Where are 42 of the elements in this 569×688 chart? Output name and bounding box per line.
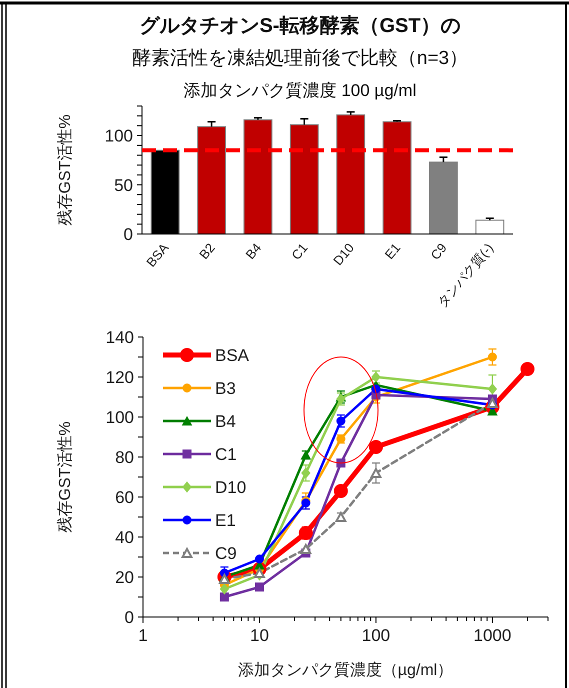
x-tick-label: C9 [428,240,450,263]
legend-label: B4 [215,412,236,431]
y-axis-title: 残存GST活性% [56,421,74,533]
bar [197,126,226,234]
y-tick-label: 20 [115,568,134,587]
x-tick-label: B2 [196,240,218,262]
y-tick-label: 0 [124,608,134,627]
y-tick-label: 0 [124,225,133,244]
y-tick-label: 60 [115,488,134,507]
bar [475,220,504,234]
x-tick-label: 1 [138,626,148,645]
text: 添加タンパク質濃度 100 µg/ml [184,81,416,100]
x-tick-label: D10 [330,240,357,268]
x-tick-label: 10 [250,626,269,645]
x-tick-label: 100 [362,626,390,645]
y-tick-label: 40 [115,528,134,547]
legend-label: BSA [215,346,250,365]
legend-label: C9 [215,544,237,563]
bar [429,162,458,234]
bar [290,124,319,234]
x-axis-title: 添加タンパク質濃度（µg/ml） [238,661,454,679]
x-tick-label: C1 [288,240,311,263]
x-tick-label: B4 [242,240,264,262]
y-tick-label: 100 [106,408,134,427]
y-tick-label: 100 [104,126,133,146]
y-tick-label: 140 [106,328,134,347]
legend-label: E1 [215,511,236,530]
y-axis-title: 残存GST活性% [56,114,74,226]
chart-subtitle: 酵素活性を凍結処理前後で比較（n=3） [132,48,468,69]
legend-label: C1 [215,445,237,464]
bar [382,121,412,234]
x-tick-label: BSA [143,240,172,270]
legend-label: D10 [215,478,246,497]
legend-label: B3 [215,379,236,398]
y-tick-label: 50 [114,176,133,195]
bar [244,119,272,234]
y-tick-label: 120 [106,368,134,387]
y-tick-label: 80 [115,448,134,467]
x-tick-label: 1000 [474,626,512,645]
bar [336,114,366,234]
x-tick-label: E1 [382,240,404,262]
chart-title: グルタチオンS-転移酵素（GST）の [139,14,461,37]
